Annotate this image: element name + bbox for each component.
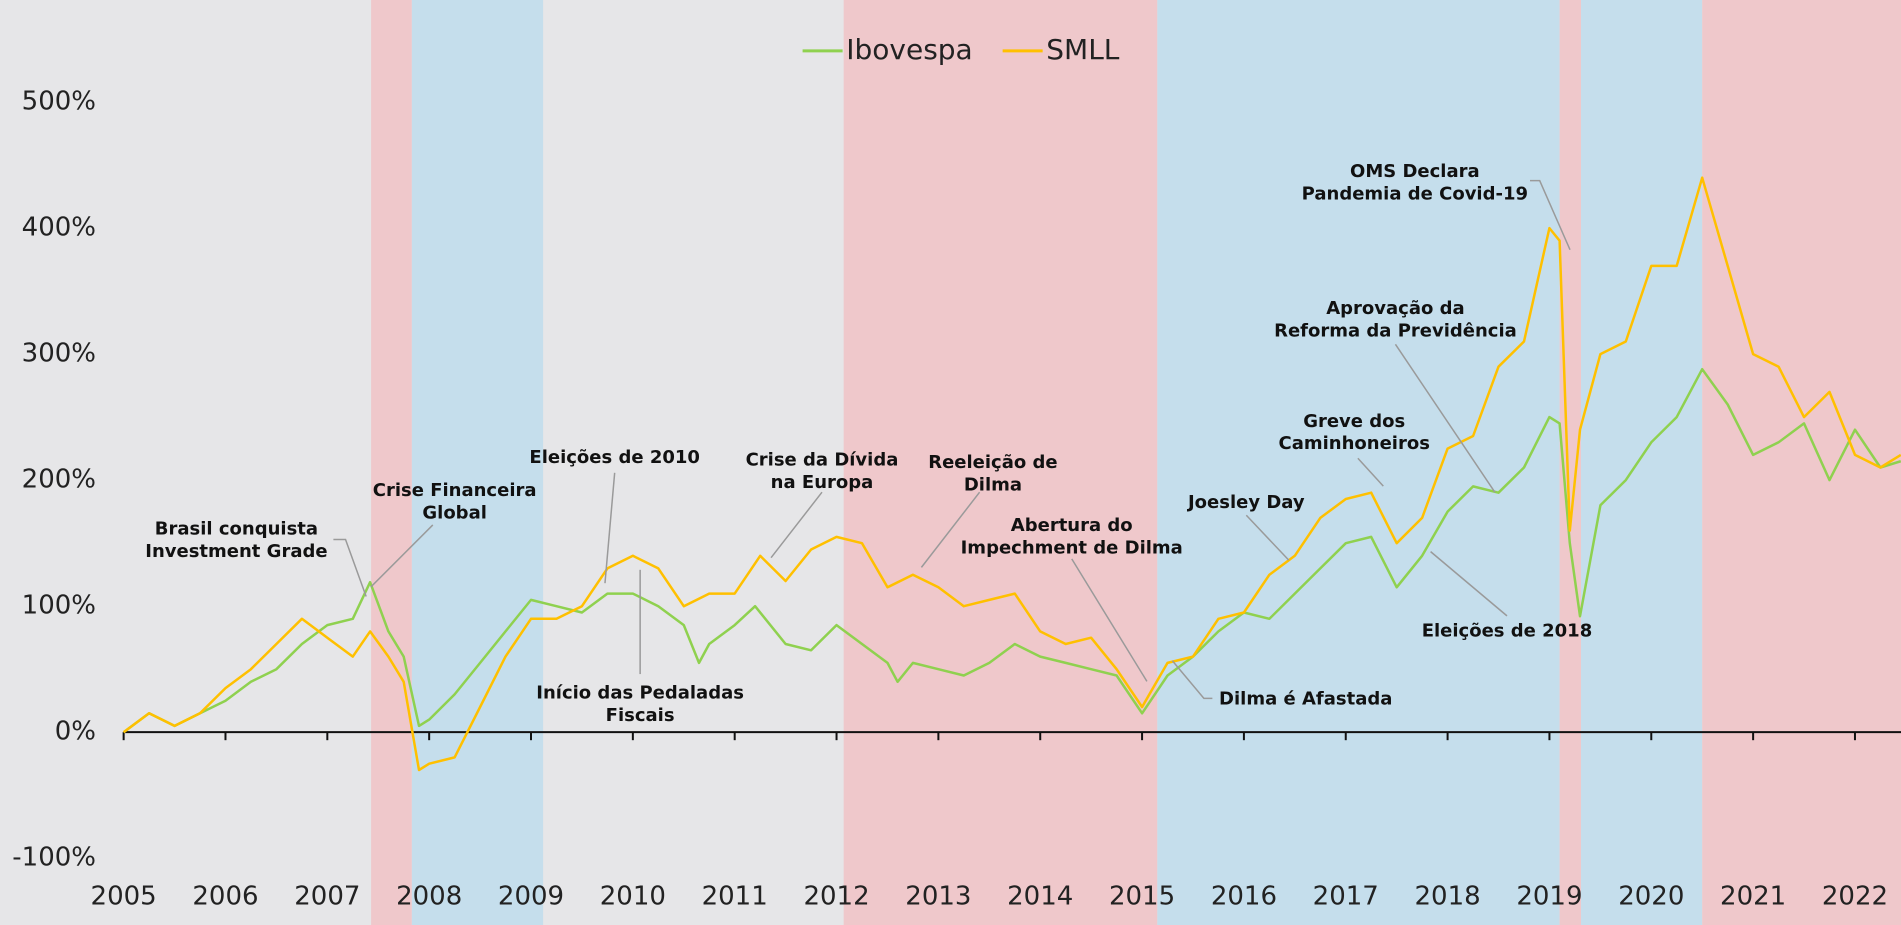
annotation-text: Início das Pedaladas: [536, 682, 744, 703]
annotation-text: Crise Financeira: [373, 480, 537, 501]
period-band: [0, 0, 372, 925]
annotation-leader: [770, 491, 823, 559]
y-tick-label: 300%: [22, 339, 96, 369]
period-band: [1581, 0, 1703, 925]
annotation-text: Aprovação da: [1326, 298, 1464, 319]
annotation-text: na Europa: [771, 472, 874, 493]
period-band: [1157, 0, 1560, 925]
annotation-text: OMS Declara: [1350, 161, 1480, 182]
annotation-text: Eleições de 2010: [529, 447, 700, 468]
annotation-leader: [1245, 514, 1290, 561]
series-line: [122, 176, 1901, 772]
x-tick-label: 2013: [905, 882, 971, 912]
annotation-text: Joesley Day: [1186, 492, 1305, 513]
x-tick-label: 2015: [1109, 882, 1175, 912]
annotation-text: Impechment de Dilma: [961, 537, 1183, 558]
annotation-text: Reforma da Previdência: [1274, 320, 1517, 341]
y-tick-label: -100%: [12, 843, 96, 873]
annotation-text: Dilma é Afastada: [1219, 688, 1392, 709]
annotation-leader: [1357, 457, 1384, 487]
x-tick-label: 2018: [1415, 882, 1481, 912]
annotation-leader: [1530, 179, 1571, 251]
y-tick-label: 200%: [22, 465, 96, 495]
annotation-text: Investment Grade: [145, 541, 327, 562]
annotation-text: Pandemia de Covid-19: [1302, 183, 1528, 204]
annotation-leader: [1171, 660, 1213, 700]
y-tick-label: 500%: [22, 87, 96, 117]
x-tick-label: 2012: [803, 882, 869, 912]
x-tick-label: 2005: [91, 882, 157, 912]
period-band: [371, 0, 412, 925]
legend-label: SMLL: [1046, 33, 1120, 66]
annotation-leader: [333, 538, 367, 597]
x-tick-label: 2017: [1313, 882, 1379, 912]
annotation-text: Global: [422, 502, 487, 523]
x-tick-label: 2009: [498, 882, 564, 912]
annotation-text: Reeleição de: [928, 452, 1057, 473]
annotation-text: Eleições de 2018: [1422, 620, 1593, 641]
x-tick-label: 2014: [1007, 882, 1073, 912]
x-tick-label: 2006: [192, 882, 258, 912]
annotation-text: Dilma: [964, 474, 1022, 495]
x-tick-label: 2011: [702, 882, 768, 912]
annotation-text: Caminhoneiros: [1279, 433, 1430, 454]
annotation-leader: [920, 491, 981, 568]
annotation-leader: [1430, 551, 1508, 617]
annotation-leader: [1071, 558, 1148, 682]
annotation-text: Abertura do: [1011, 515, 1133, 536]
annotation-text: Fiscais: [606, 705, 675, 726]
period-band: [543, 0, 844, 925]
period-band: [411, 0, 544, 925]
annotation-leader: [1394, 343, 1496, 493]
y-tick-label: 400%: [22, 213, 96, 243]
annotation-text: Crise da Dívida: [746, 450, 899, 471]
x-tick-label: 2019: [1516, 882, 1582, 912]
x-tick-label: 2008: [396, 882, 462, 912]
legend-label: Ibovespa: [846, 33, 972, 66]
annotation-text: Greve dos: [1303, 411, 1405, 432]
annotation-text: Brasil conquista: [155, 519, 318, 540]
x-tick-label: 2020: [1618, 882, 1684, 912]
x-tick-label: 2010: [600, 882, 666, 912]
annotation-leader: [604, 472, 616, 584]
x-tick-label: 2016: [1211, 882, 1277, 912]
period-band: [843, 0, 1158, 925]
x-tick-label: 2022: [1822, 882, 1888, 912]
annotation-leader: [370, 524, 434, 588]
x-tick-label: 2007: [294, 882, 360, 912]
series-line: [122, 367, 1901, 734]
period-band: [1559, 0, 1582, 925]
y-tick-label: 100%: [22, 591, 96, 621]
y-tick-label: 0%: [55, 717, 96, 747]
x-tick-label: 2021: [1720, 882, 1786, 912]
